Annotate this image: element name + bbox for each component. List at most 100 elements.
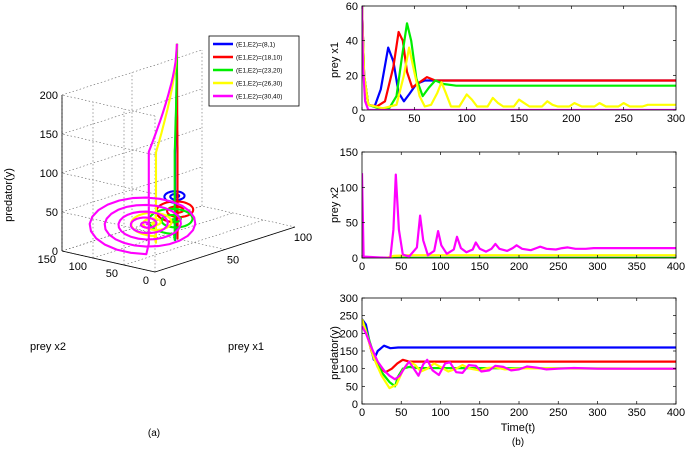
x-tick-label: 250 bbox=[549, 261, 567, 273]
panel-b-label: (b) bbox=[512, 437, 524, 448]
grid-line bbox=[61, 49, 203, 96]
y-tick-label: 300 bbox=[340, 293, 358, 305]
legend-label: (E1,E2)=(23,20) bbox=[236, 68, 282, 75]
x-tick-label: 200 bbox=[510, 261, 528, 273]
y-tick-label: 0 bbox=[352, 253, 358, 265]
y-tick-label: 250 bbox=[340, 311, 358, 323]
grid-line bbox=[201, 205, 296, 228]
y-tick-label: 100 bbox=[340, 182, 358, 194]
y-tick-label: 150 bbox=[340, 147, 358, 159]
y-tick-label: 150 bbox=[340, 346, 358, 358]
x-tick-label: 350 bbox=[628, 261, 646, 273]
x-tick-label: 0 bbox=[359, 407, 365, 419]
y-tick-label: 40 bbox=[346, 36, 358, 48]
series-line bbox=[362, 6, 676, 108]
y-tick-label: 0 bbox=[352, 399, 358, 411]
prey-x1-time-series-panel: 0 50 100 150 200 250 300 0 20 40 60 bbox=[346, 1, 685, 125]
panel-a-label: (a) bbox=[148, 428, 160, 439]
grid-line bbox=[61, 166, 203, 213]
x-tick-label: 300 bbox=[588, 407, 606, 419]
panel-b-ylabel-2: prey x2 bbox=[329, 187, 341, 223]
series-line bbox=[362, 318, 676, 361]
grid-line bbox=[61, 88, 203, 135]
x-tick-label: 400 bbox=[667, 407, 685, 419]
x2-tick-label: 0 bbox=[143, 275, 149, 287]
x-tick-label: 150 bbox=[471, 407, 489, 419]
panel-b-ylabel-3: predator(y) bbox=[329, 326, 341, 380]
x-tick-label: 100 bbox=[457, 113, 475, 125]
x-tick-label: 100 bbox=[431, 261, 449, 273]
x-tick-label: 50 bbox=[395, 261, 407, 273]
prey-x2-time-series-panel: 0 50 100 150 200 250 300 350 400 0 50 100 150 bbox=[340, 147, 685, 273]
legend-label: (E1,E2)=(26,30) bbox=[236, 81, 282, 88]
z-tick-label: 100 bbox=[40, 168, 58, 180]
grid-line bbox=[61, 133, 156, 156]
z-tick-label: 200 bbox=[40, 90, 58, 102]
series-line bbox=[362, 325, 676, 381]
y-tick-label: 60 bbox=[346, 1, 358, 13]
y-tick-label: 0 bbox=[352, 105, 358, 117]
y-tick-label: 200 bbox=[340, 328, 358, 340]
y-tick-label: 50 bbox=[346, 218, 358, 230]
x2-tick-label: 150 bbox=[38, 254, 56, 266]
grid-line bbox=[61, 172, 156, 195]
predator-time-series-panel: 0 50 100 150 200 250 300 350 400 0 50 100 150 200 250 3… bbox=[340, 293, 685, 419]
panel-a-ylabel: prey x2 bbox=[30, 341, 66, 353]
series-line bbox=[362, 6, 676, 110]
plot-frame bbox=[361, 297, 677, 405]
x1-axis-line bbox=[154, 226, 296, 273]
series-line bbox=[362, 6, 676, 108]
panel-a-legend: (E1,E2)=(8,1) (E1,E2)=(18,10) (E1,E2)=(23,… bbox=[208, 35, 300, 107]
x-tick-label: 350 bbox=[628, 407, 646, 419]
legend-label: (E1,E2)=(30,40) bbox=[236, 94, 282, 101]
panel-a-trajectories bbox=[88, 43, 197, 256]
x-tick-label: 50 bbox=[408, 113, 420, 125]
x1-tick-label: 0 bbox=[160, 277, 166, 289]
x1-tick-label: 50 bbox=[227, 255, 239, 267]
grid-line bbox=[123, 219, 265, 266]
plot-frame bbox=[361, 151, 677, 259]
z-tick-label: 50 bbox=[46, 207, 58, 219]
x-tick-label: 100 bbox=[431, 407, 449, 419]
x-tick-label: 400 bbox=[667, 261, 685, 273]
panel-b-ylabel-1: prey x1 bbox=[329, 42, 341, 78]
x-tick-label: 150 bbox=[510, 113, 528, 125]
series-line bbox=[362, 318, 676, 374]
grid-line bbox=[61, 94, 156, 117]
panel-b-xlabel: Time(t) bbox=[501, 422, 535, 434]
y-tick-label: 100 bbox=[340, 364, 358, 376]
x-tick-label: 250 bbox=[549, 407, 567, 419]
x1-tick-label: 100 bbox=[294, 232, 312, 244]
x-tick-label: 150 bbox=[471, 261, 489, 273]
trajectory-line bbox=[155, 43, 195, 240]
series-line bbox=[362, 318, 676, 388]
x-tick-label: 300 bbox=[588, 261, 606, 273]
x-tick-label: 250 bbox=[614, 113, 632, 125]
legend-label: (E1,E2)=(8,1) bbox=[236, 42, 275, 49]
trajectory-line bbox=[88, 43, 197, 256]
panel-a-xlabel: prey x1 bbox=[228, 341, 264, 353]
x2-tick-label: 100 bbox=[69, 261, 87, 273]
grid-line bbox=[92, 212, 234, 259]
series-line bbox=[362, 318, 676, 390]
x-tick-label: 0 bbox=[359, 113, 365, 125]
x-tick-label: 300 bbox=[667, 113, 685, 125]
x-tick-label: 200 bbox=[562, 113, 580, 125]
grid-line bbox=[131, 228, 226, 250]
z-tick-label: 0 bbox=[52, 246, 58, 258]
panel-a-zlabel: predator(y) bbox=[3, 168, 15, 222]
series-line bbox=[362, 6, 676, 110]
panel-a-axes-box bbox=[61, 95, 296, 273]
y-tick-label: 50 bbox=[346, 381, 358, 393]
z-tick-label: 150 bbox=[40, 129, 58, 141]
x2-tick-label: 50 bbox=[106, 268, 118, 280]
grid-line bbox=[61, 127, 203, 174]
y-tick-label: 20 bbox=[346, 70, 358, 82]
x2-axis-line bbox=[61, 250, 156, 273]
legend-label: (E1,E2)=(18,10) bbox=[236, 55, 282, 62]
grid-line bbox=[61, 211, 156, 234]
series-line bbox=[362, 173, 676, 258]
